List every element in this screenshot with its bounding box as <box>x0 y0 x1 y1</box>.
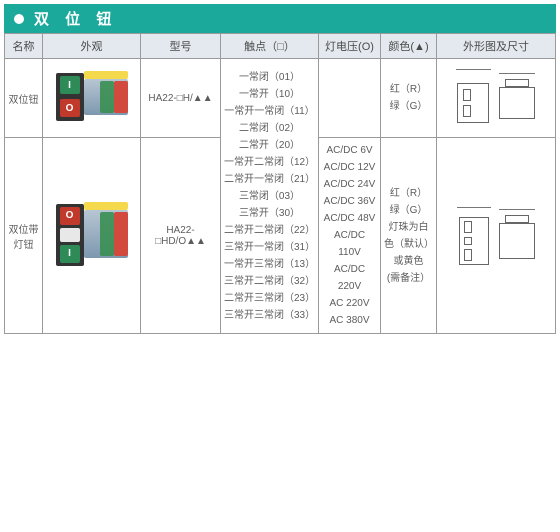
color-item: 灯珠为白 <box>384 219 433 236</box>
contact-item: 三常开（30） <box>224 205 315 222</box>
col-lamp-voltage: 灯电压(O) <box>319 34 381 59</box>
row2-colors: 红（R） 绿（G） 灯珠为白 色（默认） 或黄色 (需备注） <box>381 138 437 334</box>
voltage-item: AC 380V <box>322 312 377 329</box>
contact-item: 三常开一常闭（31） <box>224 239 315 256</box>
contact-item: 二常开二常闭（22） <box>224 222 315 239</box>
col-model: 型号 <box>141 34 221 59</box>
button-red-icon: O <box>60 99 80 117</box>
contact-item: 三常开二常闭（32） <box>224 273 315 290</box>
row1-voltage <box>319 59 381 138</box>
voltage-item: AC 220V <box>322 295 377 312</box>
row1-appearance: I O <box>43 59 141 138</box>
color-item: (需备注） <box>384 270 433 287</box>
button-red-icon: O <box>60 207 80 225</box>
contact-item: 二常开三常闭（23） <box>224 290 315 307</box>
dimension-drawing <box>451 201 541 271</box>
contact-item: 二常开（20） <box>224 137 315 154</box>
voltage-item: AC/DC 24V <box>322 176 377 193</box>
col-appearance: 外观 <box>43 34 141 59</box>
row2-outline <box>437 138 556 334</box>
contact-item: 一常闭（01） <box>224 69 315 86</box>
voltage-item: AC/DC 36V <box>322 193 377 210</box>
row1-outline <box>437 59 556 138</box>
contact-item: 一常开一常闭（11） <box>224 103 315 120</box>
row1-name: 双位钮 <box>5 59 43 138</box>
product-table: 名称 外观 型号 触点（□） 灯电压(O) 颜色(▲) 外形图及尺寸 双位钮 I… <box>4 33 556 334</box>
voltage-item: AC/DC 48V <box>322 210 377 227</box>
row1-colors: 红（R） 绿（G） <box>381 59 437 138</box>
row2-appearance: O I <box>43 138 141 334</box>
contact-item: 一常开二常闭（12） <box>224 154 315 171</box>
color-item: 绿（G） <box>384 202 433 219</box>
voltage-item: AC/DC 12V <box>322 159 377 176</box>
color-item: 红（R） <box>384 185 433 202</box>
contact-item: 二常闭（02） <box>224 120 315 137</box>
button-green-icon: I <box>60 76 80 94</box>
row1-model: HA22-□H/▲▲ <box>141 59 221 138</box>
voltage-item: AC/DC 220V <box>322 261 377 295</box>
table-header-row: 名称 外观 型号 触点（□） 灯电压(O) 颜色(▲) 外形图及尺寸 <box>5 34 556 59</box>
color-item: 色（默认） <box>384 236 433 253</box>
contacts-list: 一常闭（01） 一常开（10） 一常开一常闭（11） 二常闭（02） 二常开（2… <box>224 69 315 324</box>
button-green-icon: I <box>60 245 80 263</box>
pushbutton-lamp-illustration: O I <box>52 200 132 272</box>
title-bullet-icon <box>14 14 24 24</box>
contact-item: 三常开三常闭（33） <box>224 307 315 324</box>
voltage-item: AC/DC 6V <box>322 142 377 159</box>
color-item: 或黄色 <box>384 253 433 270</box>
row2-name: 双位带灯钮 <box>5 138 43 334</box>
col-name: 名称 <box>5 34 43 59</box>
contact-item: 一常开（10） <box>224 86 315 103</box>
row2-model: HA22-□HD/O▲▲ <box>141 138 221 334</box>
col-color: 颜色(▲) <box>381 34 437 59</box>
contact-item: 三常闭（03） <box>224 188 315 205</box>
table-row: 双位钮 I O HA22-□H/▲▲ 一常闭（01） 一常开（10） 一常开一常… <box>5 59 556 138</box>
voltage-list: AC/DC 6V AC/DC 12V AC/DC 24V AC/DC 36V A… <box>322 142 377 329</box>
color-item: 绿（G） <box>384 98 433 115</box>
col-contacts: 触点（□） <box>221 34 319 59</box>
button-lamp-icon <box>60 228 80 242</box>
pushbutton-illustration: I O <box>52 69 132 127</box>
section-title-bar: 双 位 钮 <box>4 4 556 33</box>
color-item: 红（R） <box>384 81 433 98</box>
dimension-drawing <box>451 63 541 133</box>
contacts-cell: 一常闭（01） 一常开（10） 一常开一常闭（11） 二常闭（02） 二常开（2… <box>221 59 319 334</box>
row2-voltage: AC/DC 6V AC/DC 12V AC/DC 24V AC/DC 36V A… <box>319 138 381 334</box>
col-outline: 外形图及尺寸 <box>437 34 556 59</box>
contact-item: 一常开三常闭（13） <box>224 256 315 273</box>
voltage-item: AC/DC 110V <box>322 227 377 261</box>
section-title: 双 位 钮 <box>34 8 117 29</box>
contact-item: 二常开一常闭（21） <box>224 171 315 188</box>
